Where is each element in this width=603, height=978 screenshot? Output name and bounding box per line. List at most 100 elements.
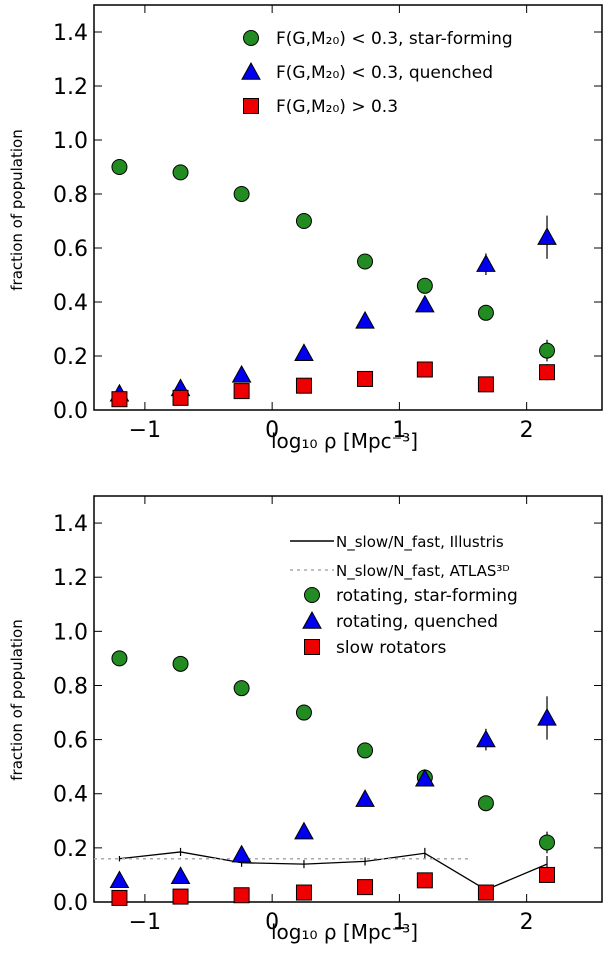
y-tick-label: 1.0: [53, 129, 88, 154]
data-point: [294, 343, 314, 361]
y-tick-label: 0.8: [53, 183, 88, 208]
y-tick-label: 0.0: [53, 891, 88, 916]
y-tick-label: 0.8: [53, 674, 88, 699]
chart-panel-2: 0.0 0.2 0.4 0.6 0.8 1.0 1.2 1.4 −1 0 1 2 log₁₀ ρ [Mp…: [8, 495, 603, 944]
data-point: [477, 795, 494, 812]
y-axis-label: fraction of population: [8, 619, 26, 780]
legend-marker: [243, 98, 259, 114]
data-point: [295, 213, 312, 229]
y-tick-label: 1.4: [53, 21, 88, 46]
data-point: [477, 376, 494, 393]
data-point: [295, 704, 312, 721]
x-tick-label: 0: [265, 910, 279, 935]
data-point: [172, 655, 189, 672]
data-point: [295, 377, 312, 394]
legend-marker: [304, 639, 320, 655]
x-tick-label: −1: [129, 418, 161, 443]
series-line: [119, 851, 548, 891]
scatter-series: [109, 696, 557, 889]
data-point: [172, 389, 189, 406]
y-axis-label: fraction of population: [8, 129, 26, 290]
legend-label: N_slow/N_fast, Illustris: [336, 533, 504, 552]
y-tick-label: 1.2: [53, 566, 88, 591]
scatter-series: [111, 650, 556, 854]
data-point: [415, 294, 435, 313]
y-tick-label: 0.4: [53, 783, 88, 808]
data-point: [476, 729, 496, 748]
data-point: [109, 870, 130, 889]
legend: N_slow/N_fast, Illustris N_slow/N_fast, A…: [290, 533, 518, 658]
x-axis-label: log₁₀ ρ [Mpc⁻³]: [271, 920, 418, 944]
data-point: [539, 342, 556, 359]
y-tick-label: 1.2: [53, 75, 88, 100]
legend-label: N_slow/N_fast, ATLAS³ᴰ: [336, 562, 510, 581]
y-tick-label: 0.2: [53, 837, 88, 862]
data-point: [295, 884, 312, 901]
data-point: [477, 884, 494, 901]
scatter-series: [111, 866, 556, 906]
x-tick-label: 1: [392, 418, 406, 443]
data-point: [539, 866, 556, 883]
data-point: [233, 680, 250, 697]
data-point: [477, 304, 494, 321]
scatter-series: [111, 159, 556, 362]
x-tick-label: −1: [129, 910, 161, 935]
data-point: [357, 370, 374, 387]
legend-label: rotating, star-forming: [336, 586, 518, 606]
y-tick-label: 0.0: [53, 399, 88, 424]
data-point: [355, 310, 375, 329]
y-tick-label: 1.4: [53, 512, 88, 537]
data-point: [357, 253, 374, 270]
x-axis-label: log₁₀ ρ [Mpc⁻³]: [271, 429, 418, 453]
y-tick-label: 0.4: [53, 291, 88, 316]
legend: F(G,M₂₀) < 0.3, star-forming F(G,M₂₀) < 0…: [241, 29, 513, 117]
data-point: [111, 889, 128, 906]
legend-label: F(G,M₂₀) < 0.3, star-forming: [276, 29, 513, 49]
legend-marker: [304, 587, 320, 603]
data-point: [233, 186, 250, 202]
legend-label: rotating, quenched: [336, 612, 498, 632]
data-point: [476, 254, 496, 272]
data-point: [111, 650, 128, 667]
legend-marker: [302, 610, 322, 629]
data-point: [170, 866, 191, 884]
x-tick-label: 1: [392, 910, 406, 935]
data-point: [231, 364, 252, 383]
y-tick-label: 0.6: [53, 729, 88, 754]
data-point: [357, 742, 374, 759]
data-point: [172, 888, 189, 905]
data-point: [357, 879, 374, 896]
scatter-series: [109, 215, 557, 402]
data-point: [111, 159, 128, 175]
chart-panel-1: 0.0 0.2 0.4 0.6 0.8 1.0 1.2 1.4 −1 0 1 2 log₁₀ ρ [Mp…: [8, 4, 603, 453]
y-tick-label: 1.0: [53, 620, 88, 645]
plot-frame: [93, 4, 603, 411]
x-tick-label: 2: [520, 418, 534, 443]
data-point: [111, 391, 128, 408]
x-tick-label: 2: [520, 910, 534, 935]
y-tick-label: 0.6: [53, 237, 88, 262]
x-tick-label: 0: [265, 418, 279, 443]
data-point: [233, 383, 250, 400]
data-point: [355, 789, 375, 807]
legend-marker: [243, 30, 259, 46]
legend-marker: [241, 61, 261, 80]
legend-label: F(G,M₂₀) < 0.3, quenched: [276, 63, 493, 83]
data-point: [539, 834, 556, 851]
scatter-series: [111, 361, 556, 408]
data-point: [416, 361, 433, 378]
data-point: [172, 164, 189, 181]
data-point: [415, 768, 435, 787]
data-point: [537, 707, 557, 726]
plot-frame: [93, 495, 603, 903]
data-point: [233, 887, 250, 904]
y-tick-label: 0.2: [53, 345, 88, 370]
data-point: [416, 872, 433, 889]
legend-label: F(G,M₂₀) > 0.3: [276, 97, 398, 117]
data-point: [539, 364, 556, 381]
legend-label: slow rotators: [336, 638, 446, 658]
data-point: [416, 277, 433, 294]
data-point: [231, 844, 252, 863]
data-point: [537, 227, 557, 245]
